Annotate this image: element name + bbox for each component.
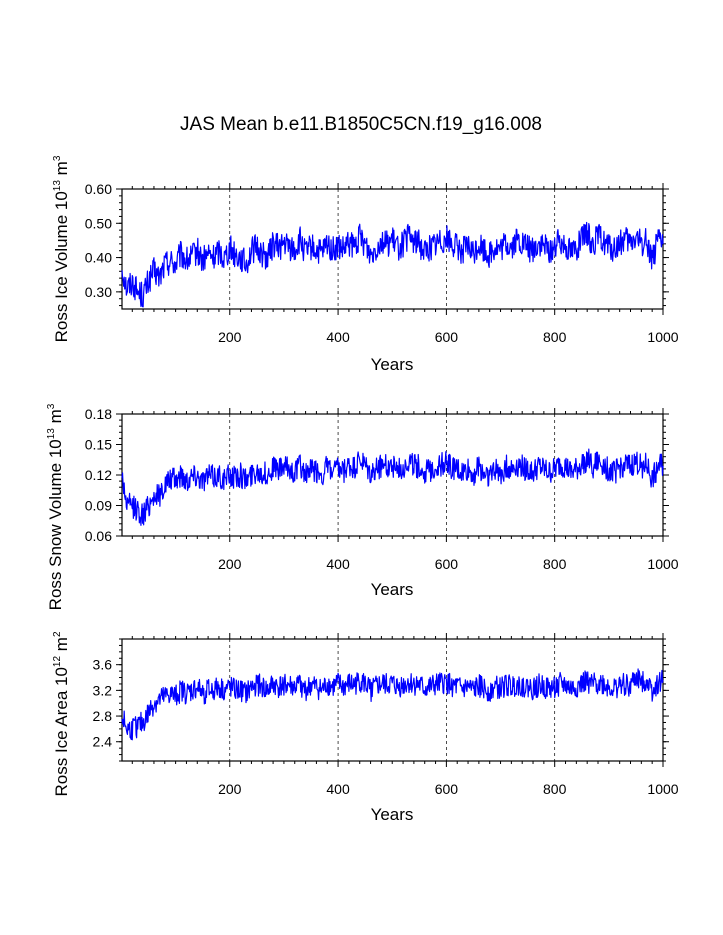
y-tick-label: 0.06 (85, 528, 112, 544)
y-tick-label: 0.40 (85, 250, 112, 266)
x-tick-label: 200 (218, 556, 242, 572)
y-tick-label: 2.8 (93, 708, 113, 724)
ice-area-y-axis-title: Ross Ice Area 1012 m2 (52, 631, 71, 796)
x-tick-label: 800 (543, 329, 567, 345)
y-tick-label: 0.18 (85, 406, 112, 422)
x-tick-label: 200 (218, 781, 242, 797)
ice-volume-x-axis-title: Years (371, 355, 414, 374)
y-tick-label: 0.50 (85, 215, 112, 231)
x-tick-label: 800 (543, 781, 567, 797)
y-tick-label: 0.15 (85, 437, 112, 453)
ice-volume-y-axis-title: Ross Ice Volume 1013 m3 (52, 155, 71, 342)
figure-title: JAS Mean b.e11.B1850C5CN.f19_g16.008 (180, 114, 542, 135)
ice-area-plot-frame (121, 638, 664, 762)
x-tick-label: 1000 (647, 556, 678, 572)
ice-area-panel: 200 400 600 800 1000 2.4 2.8 3.2 3.6 Years Ross … (52, 631, 679, 824)
y-tick-label: 2.4 (93, 734, 113, 750)
x-tick-label: 800 (543, 556, 567, 572)
snow-volume-x-axis-title: Years (371, 580, 414, 599)
x-tick-label: 1000 (647, 329, 678, 345)
x-tick-label: 200 (218, 329, 242, 345)
series-line (121, 668, 664, 741)
ice-volume-plot-frame (121, 188, 664, 310)
y-tick-label: 0.12 (85, 467, 112, 483)
x-tick-label: 600 (435, 329, 459, 345)
x-tick-label: 1000 (647, 781, 678, 797)
snow-volume-panel: 200 400 600 800 1000 0.06 0.09 0.12 0.15 0.18 Yea… (46, 403, 679, 610)
ice-volume-panel: 200 400 600 800 1000 0.30 0.40 0.50 0.60 Years R… (52, 155, 679, 374)
series-line (121, 448, 664, 526)
y-tick-label: 0.60 (85, 181, 112, 197)
y-tick-label: 3.2 (93, 682, 113, 698)
x-tick-label: 600 (435, 556, 459, 572)
snow-volume-y-axis-title: Ross Snow Volume 1013 m3 (46, 403, 65, 610)
ice-area-x-axis-title: Years (371, 805, 414, 824)
x-tick-label: 600 (435, 781, 459, 797)
x-tick-label: 400 (326, 556, 350, 572)
y-tick-label: 3.6 (93, 657, 113, 673)
series-line (121, 221, 664, 308)
y-tick-label: 0.30 (85, 284, 112, 300)
x-tick-label: 400 (326, 781, 350, 797)
y-tick-label: 0.09 (85, 498, 112, 514)
x-tick-label: 400 (326, 329, 350, 345)
